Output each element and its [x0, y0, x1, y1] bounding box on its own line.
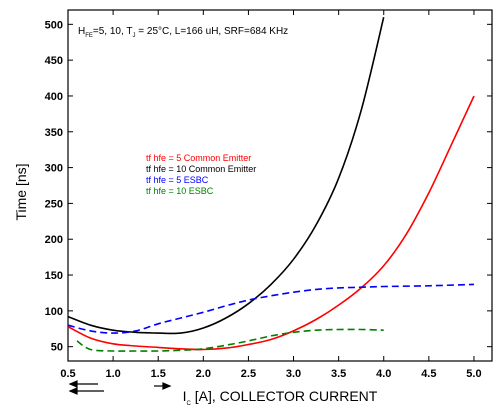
arrow-head-3	[162, 382, 172, 390]
y-tick-label: 400	[45, 91, 63, 103]
x-tick-label: 2.0	[196, 368, 211, 380]
x-tick-label: 3.5	[331, 368, 346, 380]
series-line-3	[67, 283, 475, 334]
axis-arrows	[68, 380, 172, 395]
x-tick-label: 3.0	[286, 368, 301, 380]
series-line-4	[76, 328, 384, 352]
legend-entry-4: tf hfe = 10 ESBC	[146, 186, 214, 196]
x-tick-label: 1.0	[105, 368, 120, 380]
x-tick-label: 4.0	[376, 368, 391, 380]
y-tick-label: 450	[45, 55, 63, 67]
conditions-label: HFE=5, 10, TJ = 25°C, L=166 uH, SRF=684 …	[78, 26, 288, 39]
x-tick-label: 0.5	[60, 368, 75, 380]
x-tick-label: 1.5	[151, 368, 166, 380]
plot-frame	[67, 9, 493, 362]
legend-entry-1: tf hfe = 5 Common Emitter	[146, 153, 251, 163]
y-tick-label: 500	[45, 19, 63, 31]
y-tick-label: 300	[45, 163, 63, 175]
x-tick-label: 2.5	[241, 368, 256, 380]
series-line-1	[67, 95, 475, 351]
y-tick-label: 50	[51, 342, 63, 354]
x-axis-ticks: 0.5 1.0 1.5 2.0 2.5 3.0 3.5 4.0 4.5 5.0	[60, 10, 482, 380]
y-tick-label: 150	[45, 270, 63, 282]
y-tick-label: 100	[45, 306, 63, 318]
x-tick-label: 5.0	[466, 368, 481, 380]
y-tick-label: 350	[45, 127, 63, 139]
arrow-head-1	[68, 380, 78, 388]
y-axis-title: Time [ns]	[13, 163, 29, 220]
legend-entry-2: tf hfe = 10 Common Emitter	[146, 164, 256, 174]
series-layer	[67, 17, 475, 352]
y-axis-ticks: 50 100 150 200 250 300 350 400 450 500	[45, 19, 492, 354]
y-tick-label: 200	[45, 234, 63, 246]
legend-entry-3: tf hfe = 5 ESBC	[146, 175, 209, 185]
y-tick-label: 250	[45, 198, 63, 210]
x-axis-title: IC [A], COLLECTOR CURRENT	[183, 388, 378, 407]
arrow-head-2	[68, 387, 78, 395]
series-line-2	[67, 17, 385, 335]
x-tick-label: 4.5	[421, 368, 436, 380]
